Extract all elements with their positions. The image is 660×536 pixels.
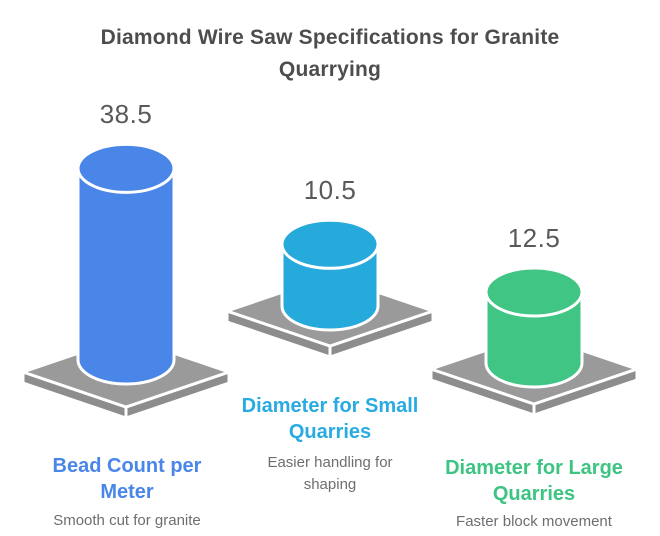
category-label: Diameter for Small Quarries (241, 395, 419, 443)
category-description: Easier handling for shaping (267, 454, 393, 493)
value-label: 12.5 (507, 223, 561, 253)
category-description: Smooth cut for granite (53, 512, 201, 529)
category-label: Bead Count per Meter (52, 455, 202, 503)
chart-title: Diamond Wire Saw Specifications for Gran… (100, 26, 560, 81)
value-label: 10.5 (303, 175, 357, 206)
value-label: 38.5 (99, 99, 153, 130)
cylinder-top (76, 142, 176, 194)
cylinder-top (484, 266, 584, 318)
category-label: Diameter for Large Quarries (445, 457, 623, 505)
cylinder-top (280, 218, 380, 270)
category-description: Faster block movement (456, 513, 612, 530)
